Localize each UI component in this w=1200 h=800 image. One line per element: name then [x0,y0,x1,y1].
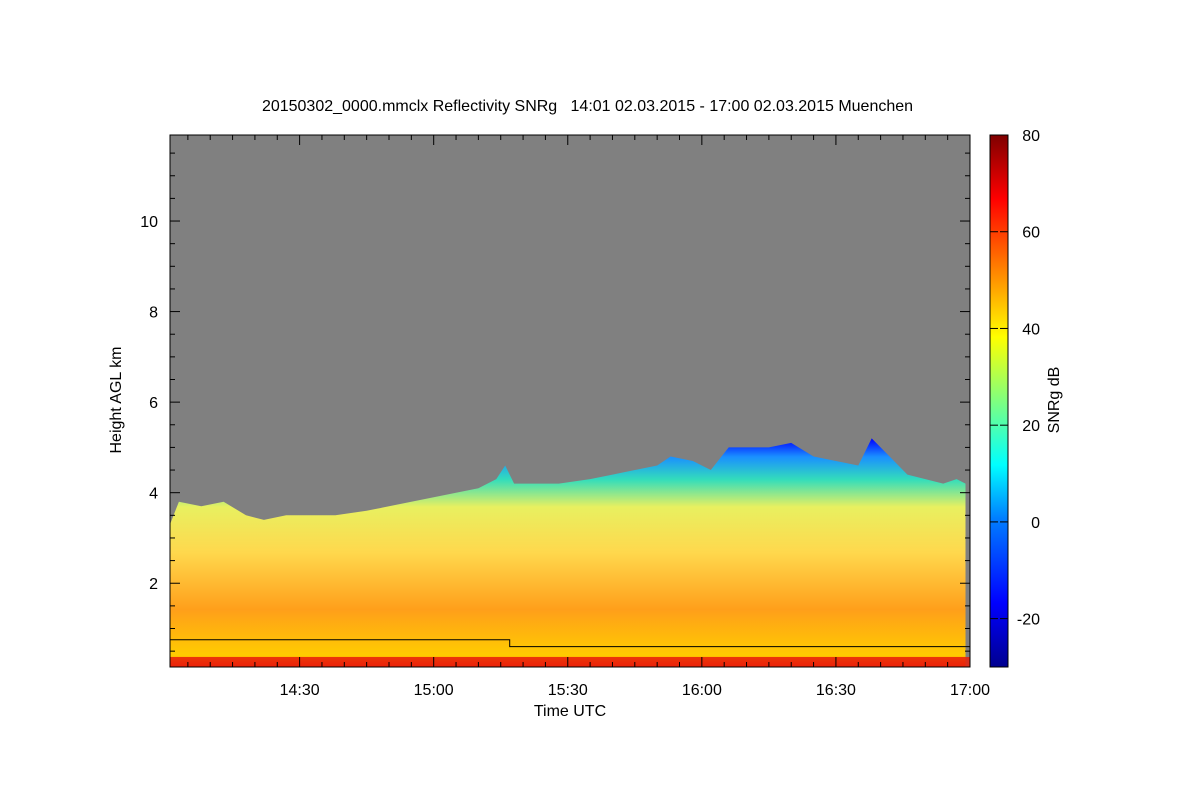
colorbar-tick-label: 0 [1031,515,1040,532]
x-axis-label: Time UTC [534,703,606,720]
colorbar-tick-label: 60 [1022,225,1040,242]
boundary-line-layer [170,639,970,648]
y-tick-label: 6 [149,395,158,412]
colorbar-tick-label: 80 [1022,128,1040,145]
x-tick-label: 15:00 [414,682,454,699]
colorbar-tick-label: 20 [1022,418,1040,435]
colorbar-tick-label: -20 [1017,612,1040,629]
y-axis: 2 4 6 8 10 [140,152,970,652]
chart-title: 20150302_0000.mmclx Reflectivity SNRg 14… [261,98,914,115]
colorbar-ticks: -20 0 20 40 60 80 [990,128,1040,629]
colorbar [989,134,1009,668]
colorbar-label: SNRg dB [1046,367,1063,434]
colorbar-tick-label: 40 [1022,321,1040,338]
y-axis-label: Height AGL km [108,346,125,453]
x-tick-label: 15:30 [548,682,588,699]
echo-region [170,438,966,667]
surface-echo-band [170,657,970,667]
y-tick-label: 2 [149,576,158,593]
echo-layer [170,438,970,667]
x-tick-label: 16:00 [682,682,722,699]
x-axis: 14:30 15:00 15:30 16:00 16:30 17:00 [187,135,990,699]
y-tick-label: 10 [140,214,158,231]
boundary-line [170,639,970,648]
x-tick-label: 14:30 [280,682,320,699]
x-tick-label: 17:00 [950,682,990,699]
x-tick-label: 16:30 [816,682,856,699]
y-tick-label: 4 [149,486,158,503]
plot-frame [169,134,971,668]
y-tick-label: 8 [149,305,158,322]
